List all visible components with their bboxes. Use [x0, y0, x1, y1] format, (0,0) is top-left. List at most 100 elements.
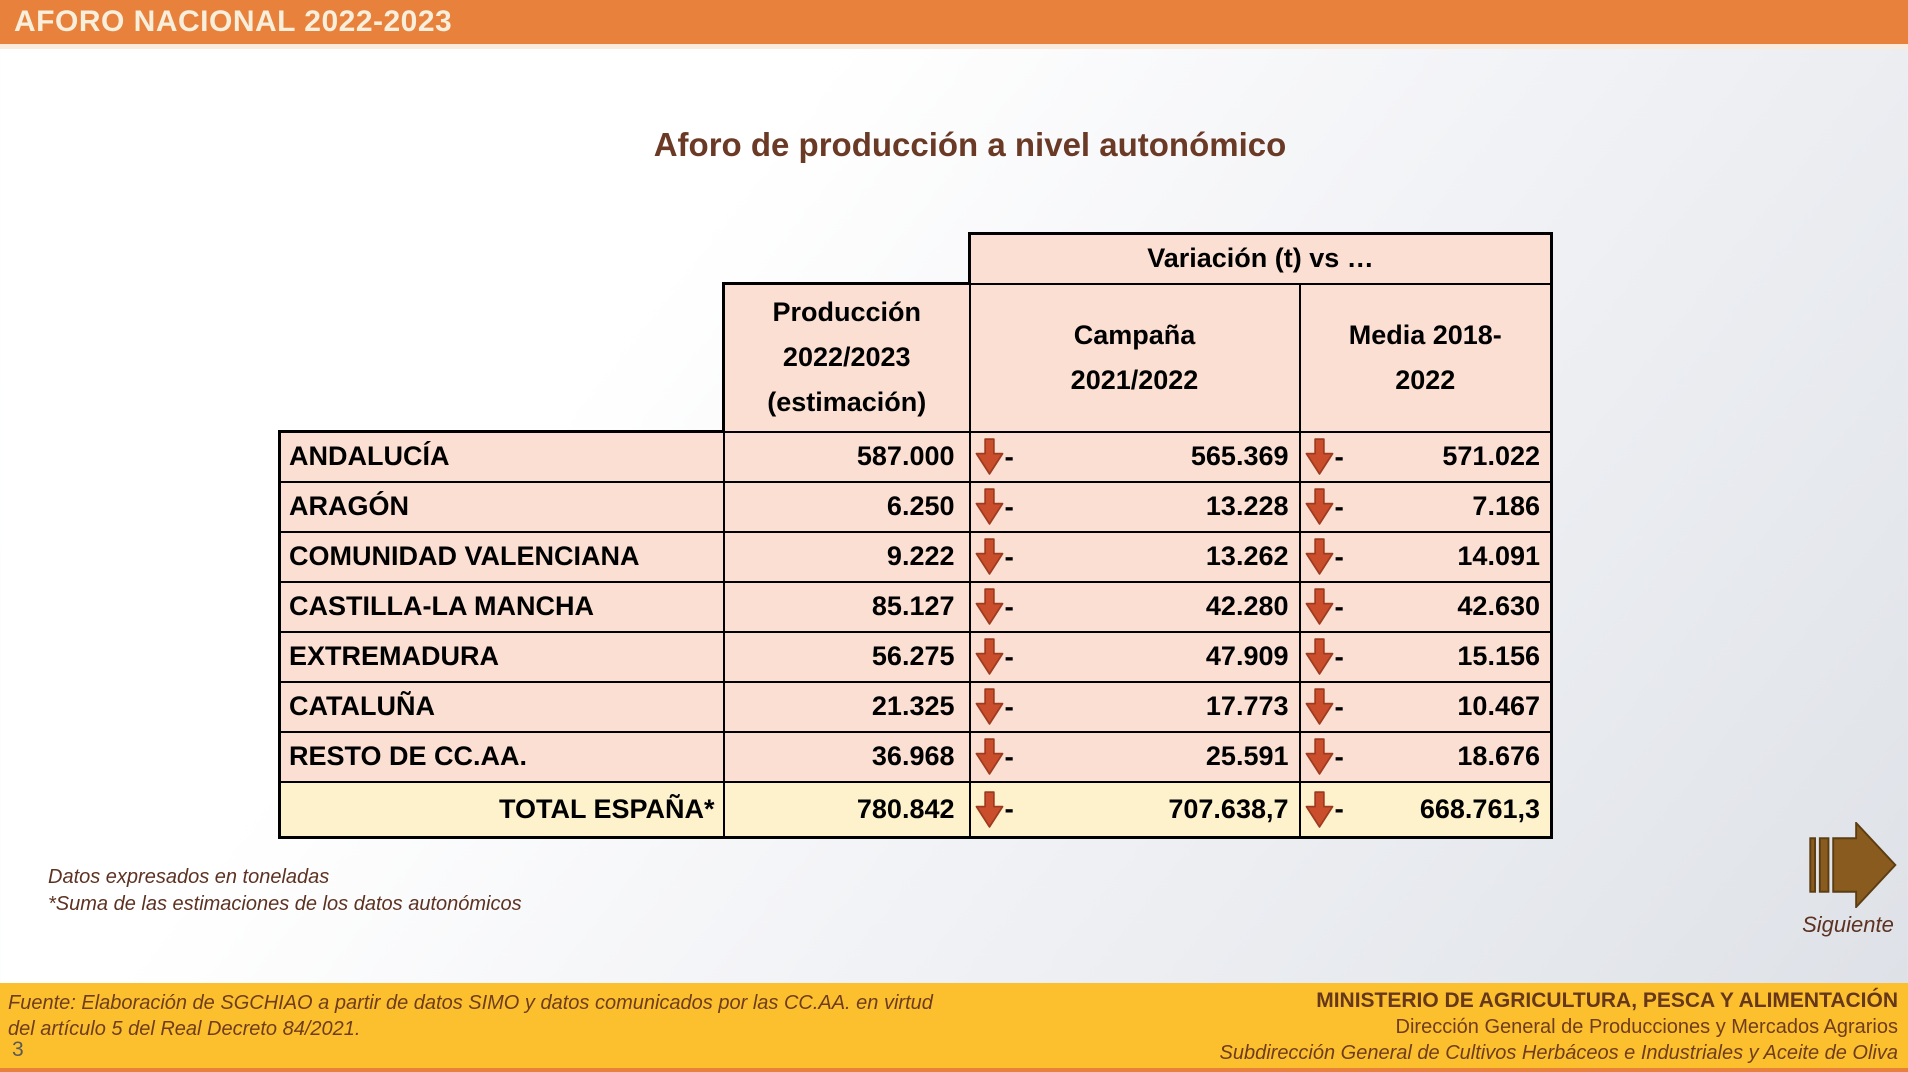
vs-campana-cell: - 565.369 [968, 430, 1301, 483]
region-cell: EXTREMADURA [278, 630, 725, 683]
vs-media-cell: - 571.022 [1298, 430, 1553, 483]
down-arrow-icon [1305, 487, 1334, 526]
variation-value: 14.091 [1457, 541, 1540, 571]
empty-corner-cell [280, 284, 724, 432]
production-table: Variación (t) vs … Producción 2022/2023 … [278, 232, 1553, 839]
minus-sign: - [1004, 793, 1014, 825]
down-arrow-icon [1305, 537, 1334, 576]
down-arrow-icon [1305, 587, 1334, 626]
source-line-1: Fuente: Elaboración de SGCHIAO a partir … [8, 992, 933, 1014]
produccion-cell: 21.325 [722, 680, 971, 733]
bottom-orange-strip [0, 1068, 1908, 1072]
next-slide-button[interactable]: Siguiente [1788, 822, 1908, 938]
minus-sign: - [1004, 690, 1014, 722]
vs-campana-cell: - 13.228 [968, 480, 1301, 533]
top-bar-title: AFORO NACIONAL 2022-2023 [14, 5, 453, 38]
col-header-media: Media 2018- 2022 [1298, 282, 1553, 433]
down-arrow-icon [1305, 737, 1334, 776]
region-cell: CASTILLA-LA MANCHA [278, 580, 725, 633]
variation-value: 565.369 [1190, 441, 1289, 471]
table-row: CASTILLA-LA MANCHA 85.127 - 42.280 - 42.… [278, 580, 1553, 633]
produccion-cell: 56.275 [722, 630, 971, 683]
total-vs-media-cell: - 668.761,3 [1298, 780, 1553, 839]
down-arrow-icon [975, 790, 1004, 829]
ministry-name: MINISTERIO DE AGRICULTURA, PESCA Y ALIME… [1316, 989, 1898, 1012]
minus-sign: - [1334, 793, 1344, 825]
ministry-block: MINISTERIO DE AGRICULTURA, PESCA Y ALIME… [1220, 988, 1899, 1066]
variation-value: 13.262 [1205, 541, 1289, 571]
minus-sign: - [1334, 440, 1344, 472]
down-arrow-icon [975, 637, 1004, 676]
table-row: RESTO DE CC.AA. 36.968 - 25.591 - 18.676 [278, 730, 1553, 783]
down-arrow-icon [975, 687, 1004, 726]
col-header-produccion: Producción 2022/2023 (estimación) [722, 282, 971, 433]
down-arrow-icon [975, 437, 1004, 476]
minus-sign: - [1334, 540, 1344, 572]
variation-value: 25.591 [1205, 741, 1289, 771]
produccion-cell: 36.968 [722, 730, 971, 783]
minus-sign: - [1334, 740, 1344, 772]
variation-value: 47.909 [1205, 641, 1289, 671]
variation-value: 571.022 [1442, 441, 1540, 471]
region-cell: RESTO DE CC.AA. [278, 730, 725, 783]
variation-value: 707.638,7 [1168, 793, 1289, 824]
down-arrow-icon [975, 737, 1004, 776]
total-row: TOTAL ESPAÑA* 780.842 - 707.638,7 - 668.… [278, 780, 1553, 839]
vs-campana-cell: - 13.262 [968, 530, 1301, 583]
vs-media-cell: - 10.467 [1298, 680, 1553, 733]
vs-campana-cell: - 47.909 [968, 630, 1301, 683]
source-line-2: del artículo 5 del Real Decreto 84/2021. [8, 1018, 361, 1040]
total-vs-campana-cell: - 707.638,7 [968, 780, 1301, 839]
down-arrow-icon [1305, 790, 1334, 829]
minus-sign: - [1004, 740, 1014, 772]
variation-value: 17.773 [1205, 691, 1289, 721]
variation-value: 18.676 [1457, 741, 1540, 771]
minus-sign: - [1004, 640, 1014, 672]
span-header-row: Variación (t) vs … [280, 232, 1553, 285]
table-row: EXTREMADURA 56.275 - 47.909 - 15.156 [278, 630, 1553, 683]
vs-media-cell: - 18.676 [1298, 730, 1553, 783]
produccion-cell: 9.222 [722, 530, 971, 583]
down-arrow-icon [975, 487, 1004, 526]
minus-sign: - [1334, 690, 1344, 722]
footnote-units: Datos expresados en toneladas [48, 866, 330, 888]
region-cell: ARAGÓN [278, 480, 725, 533]
minus-sign: - [1334, 490, 1344, 522]
table-row: CATALUÑA 21.325 - 17.773 - 10.467 [278, 680, 1553, 733]
variation-value: 42.630 [1457, 591, 1540, 621]
minus-sign: - [1004, 490, 1014, 522]
col-header-campana: Campaña 2021/2022 [968, 282, 1301, 433]
variation-value: 42.280 [1205, 591, 1289, 621]
top-bar: AFORO NACIONAL 2022-2023 [0, 0, 1908, 44]
vs-campana-cell: - 42.280 [968, 580, 1301, 633]
next-slide-label[interactable]: Siguiente [1802, 912, 1894, 937]
minus-sign: - [1004, 540, 1014, 572]
total-produccion-cell: 780.842 [722, 780, 971, 839]
down-arrow-icon [1305, 687, 1334, 726]
total-label-cell: TOTAL ESPAÑA* [278, 780, 725, 839]
empty-corner-cell [724, 234, 970, 284]
column-header-row: Producción 2022/2023 (estimación) Campañ… [280, 282, 1553, 433]
vs-campana-cell: - 17.773 [968, 680, 1301, 733]
produccion-cell: 587.000 [722, 430, 971, 483]
down-arrow-icon [1305, 437, 1334, 476]
slide-title: Aforo de producción a nivel autonómico [653, 126, 1287, 163]
striped-right-arrow-icon[interactable] [1800, 822, 1897, 908]
minus-sign: - [1334, 590, 1344, 622]
table-row: COMUNIDAD VALENCIANA 9.222 - 13.262 - 14… [278, 530, 1553, 583]
minus-sign: - [1334, 640, 1344, 672]
variation-value: 13.228 [1205, 491, 1289, 521]
production-table-container: Variación (t) vs … Producción 2022/2023 … [278, 232, 1553, 839]
minus-sign: - [1004, 440, 1014, 472]
minus-sign: - [1004, 590, 1014, 622]
variation-value: 7.186 [1472, 491, 1540, 521]
produccion-cell: 85.127 [722, 580, 971, 633]
variation-value: 668.761,3 [1419, 793, 1540, 824]
source-note: Fuente: Elaboración de SGCHIAO a partir … [8, 990, 933, 1042]
vs-media-cell: - 14.091 [1298, 530, 1553, 583]
page-number: 3 [12, 1038, 24, 1061]
down-arrow-icon [975, 587, 1004, 626]
footnote-sum: *Suma de las estimaciones de los datos a… [48, 893, 522, 915]
variation-span-header: Variación (t) vs … [968, 232, 1553, 285]
variation-value: 10.467 [1457, 691, 1540, 721]
